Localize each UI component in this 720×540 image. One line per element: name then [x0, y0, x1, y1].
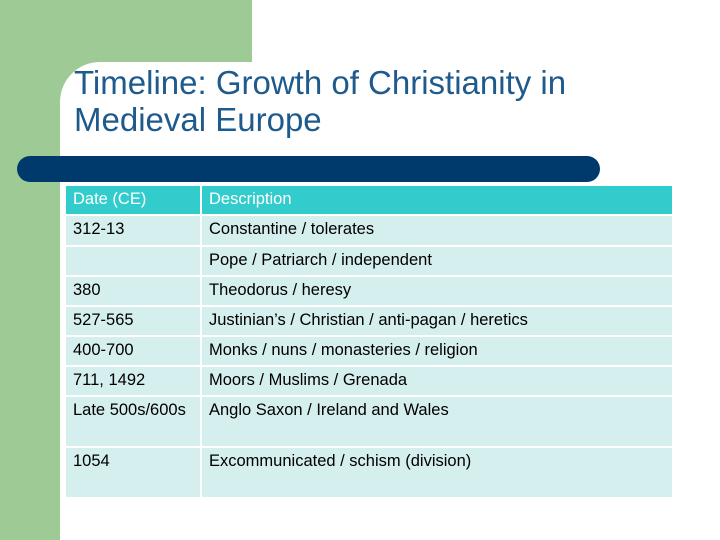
table-row: 1054 Excommunicated / schism (division): [66, 448, 672, 499]
header-description: Description: [202, 186, 672, 216]
header-date: Date (CE): [66, 186, 202, 216]
row-date: 312-13: [66, 216, 202, 247]
row-date: 400-700: [66, 337, 202, 367]
row-description: Moors / Muslims / Grenada: [202, 367, 672, 397]
table-header-row: Date (CE) Description: [66, 186, 672, 216]
row-description: Monks / nuns / monasteries / religion: [202, 337, 672, 367]
row-description: Constantine / tolerates: [202, 216, 672, 247]
table-row: 312-13 Constantine / tolerates: [66, 216, 672, 247]
table-row: 380 Theodorus / heresy: [66, 277, 672, 307]
row-date: 711, 1492: [66, 367, 202, 397]
row-description: Justinian’s / Christian / anti-pagan / h…: [202, 307, 672, 337]
table-row: 711, 1492 Moors / Muslims / Grenada: [66, 367, 672, 397]
table-row: Pope / Patriarch / independent: [66, 247, 672, 277]
row-description: Excommunicated / schism (division): [202, 448, 672, 499]
title-divider-bar: [17, 156, 600, 182]
timeline-table: Date (CE) Description 312-13 Constantine…: [66, 186, 672, 499]
row-description: Anglo Saxon / Ireland and Wales: [202, 397, 672, 448]
row-description: Pope / Patriarch / independent: [202, 247, 672, 277]
row-date: 527-565: [66, 307, 202, 337]
row-description: Theodorus / heresy: [202, 277, 672, 307]
row-date: 380: [66, 277, 202, 307]
table-row: 527-565 Justinian’s / Christian / anti-p…: [66, 307, 672, 337]
row-date: 1054: [66, 448, 202, 499]
row-date: Late 500s/600s: [66, 397, 202, 448]
row-date: [66, 247, 202, 277]
slide-title: Timeline: Growth of Christianity in Medi…: [74, 64, 567, 138]
table-row: Late 500s/600s Anglo Saxon / Ireland and…: [66, 397, 672, 448]
table-row: 400-700 Monks / nuns / monasteries / rel…: [66, 337, 672, 367]
